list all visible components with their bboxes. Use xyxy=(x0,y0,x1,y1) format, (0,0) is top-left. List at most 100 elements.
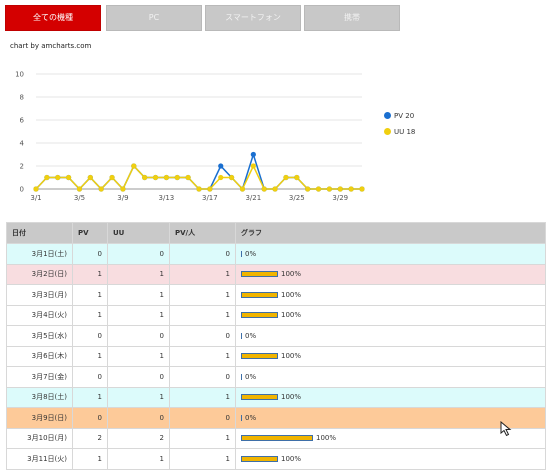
ratio-bar xyxy=(241,455,278,462)
row-date: 3月9日(日) xyxy=(6,407,73,429)
uu-data-point xyxy=(250,163,256,169)
uu-data-point xyxy=(109,174,115,181)
tab-pc[interactable]: PC xyxy=(106,5,202,31)
ratio-bar xyxy=(241,435,313,442)
row-pv: 0 xyxy=(72,243,108,265)
row-graph: 100% xyxy=(235,448,546,470)
row-graph: 0% xyxy=(235,407,546,429)
row-graph: 100% xyxy=(235,304,546,326)
row-uu: 0 xyxy=(107,407,170,429)
tab-all-devices[interactable]: 全ての機種 xyxy=(5,5,101,31)
y-tick-label: 2 xyxy=(20,163,24,171)
ratio-bar xyxy=(241,332,242,339)
row-percent: 0% xyxy=(245,331,257,340)
table-row: 3月3日(月) 1 1 1 100% xyxy=(6,284,546,306)
x-tick-label: 3/25 xyxy=(289,194,305,202)
row-pv-per-user: 1 xyxy=(169,345,236,367)
uu-data-point xyxy=(305,186,311,192)
row-graph: 100% xyxy=(235,386,546,408)
tab-mobile[interactable]: 携帯 xyxy=(304,5,400,31)
table-row: 3月1日(土) 0 0 0 0% xyxy=(6,243,546,265)
uu-data-point xyxy=(87,174,93,181)
row-pv: 1 xyxy=(72,304,108,326)
ratio-bar xyxy=(241,250,242,257)
uu-data-point xyxy=(261,186,267,192)
x-tick-label: 3/29 xyxy=(332,194,348,202)
uu-data-point xyxy=(315,186,322,192)
row-pv-per-user: 1 xyxy=(169,448,236,470)
x-tick-label: 3/9 xyxy=(117,194,128,202)
row-pv-per-user: 0 xyxy=(169,366,236,388)
uu-data-point xyxy=(76,186,83,192)
uu-data-point xyxy=(207,186,213,192)
row-pv: 1 xyxy=(72,345,108,367)
x-tick-label: 3/13 xyxy=(159,194,175,202)
chart-legend: PV 20 UU 18 xyxy=(384,111,415,143)
chart-credit[interactable]: chart by amcharts.com xyxy=(10,42,92,50)
row-pv-per-user: 0 xyxy=(169,243,236,265)
uu-data-point xyxy=(218,174,224,181)
uu-data-point xyxy=(66,174,72,181)
ratio-bar xyxy=(241,394,278,401)
uu-data-point xyxy=(294,174,300,181)
row-pv-per-user: 1 xyxy=(169,284,236,306)
x-tick-label: 3/17 xyxy=(202,194,218,202)
table-row: 3月9日(日) 0 0 0 0% xyxy=(6,407,546,429)
uu-data-point xyxy=(359,186,365,192)
row-graph: 100% xyxy=(235,263,546,285)
tab-smartphone[interactable]: スマートフォン xyxy=(205,5,301,31)
y-tick-label: 10 xyxy=(15,71,24,79)
x-tick-label: 3/21 xyxy=(245,194,261,202)
row-graph: 100% xyxy=(235,284,546,306)
x-tick-label: 3/1 xyxy=(30,194,41,202)
uu-data-point xyxy=(174,174,180,181)
row-uu: 0 xyxy=(107,243,170,265)
ratio-bar xyxy=(241,291,278,298)
legend-item-uu[interactable]: UU 18 xyxy=(384,127,415,143)
ratio-bar xyxy=(241,312,278,319)
table-row: 3月2日(日) 1 1 1 100% xyxy=(6,263,546,285)
uu-data-point xyxy=(55,174,61,181)
row-pv: 1 xyxy=(72,263,108,285)
row-pv-per-user: 1 xyxy=(169,263,236,285)
legend-item-pv[interactable]: PV 20 xyxy=(384,111,415,127)
daily-stats-table: 日付 PV UU PV/人 グラフ 3月1日(土) 0 0 0 0% 3月2日(日) 1 1 1… xyxy=(6,222,546,470)
row-pv: 1 xyxy=(72,448,108,470)
row-uu: 1 xyxy=(107,386,170,408)
row-uu: 1 xyxy=(107,284,170,306)
row-uu: 0 xyxy=(107,325,170,347)
legend-label-pv: PV 20 xyxy=(394,112,415,120)
row-pv-per-user: 1 xyxy=(169,304,236,326)
pv-legend-marker xyxy=(384,112,391,119)
uu-data-point xyxy=(337,186,343,192)
table-row: 3月11日(火) 1 1 1 100% xyxy=(6,448,546,470)
uu-data-point xyxy=(283,174,289,181)
uu-data-point xyxy=(120,186,126,192)
row-date: 3月10日(月) xyxy=(6,427,73,449)
row-date: 3月2日(日) xyxy=(6,263,73,285)
row-date: 3月8日(土) xyxy=(6,386,73,408)
legend-label-uu: UU 18 xyxy=(394,128,416,136)
uu-data-point xyxy=(196,186,202,192)
row-date: 3月5日(水) xyxy=(6,325,73,347)
row-graph: 0% xyxy=(235,366,546,388)
uu-data-point xyxy=(163,174,169,181)
row-uu: 1 xyxy=(107,345,170,367)
header-uu: UU xyxy=(107,222,170,244)
uu-data-point xyxy=(142,174,148,181)
row-uu: 1 xyxy=(107,448,170,470)
uu-data-point xyxy=(185,174,191,181)
table-row: 3月4日(火) 1 1 1 100% xyxy=(6,304,546,326)
header-pv: PV xyxy=(72,222,108,244)
table-row: 3月8日(土) 1 1 1 100% xyxy=(6,386,546,408)
header-graph: グラフ xyxy=(235,222,546,244)
uu-legend-marker xyxy=(384,128,391,135)
row-pv-per-user: 0 xyxy=(169,407,236,429)
row-percent: 100% xyxy=(281,352,302,361)
uu-data-point xyxy=(239,186,246,192)
row-pv-per-user: 1 xyxy=(169,427,236,449)
row-date: 3月6日(木) xyxy=(6,345,73,367)
table-row: 3月10日(月) 2 2 1 100% xyxy=(6,427,546,449)
row-pv: 1 xyxy=(72,386,108,408)
row-pv: 0 xyxy=(72,407,108,429)
